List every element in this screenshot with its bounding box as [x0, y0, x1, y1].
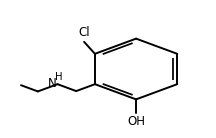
Text: Cl: Cl [78, 26, 90, 39]
Text: H: H [55, 72, 62, 82]
Text: OH: OH [127, 115, 145, 128]
Text: N: N [48, 77, 56, 90]
